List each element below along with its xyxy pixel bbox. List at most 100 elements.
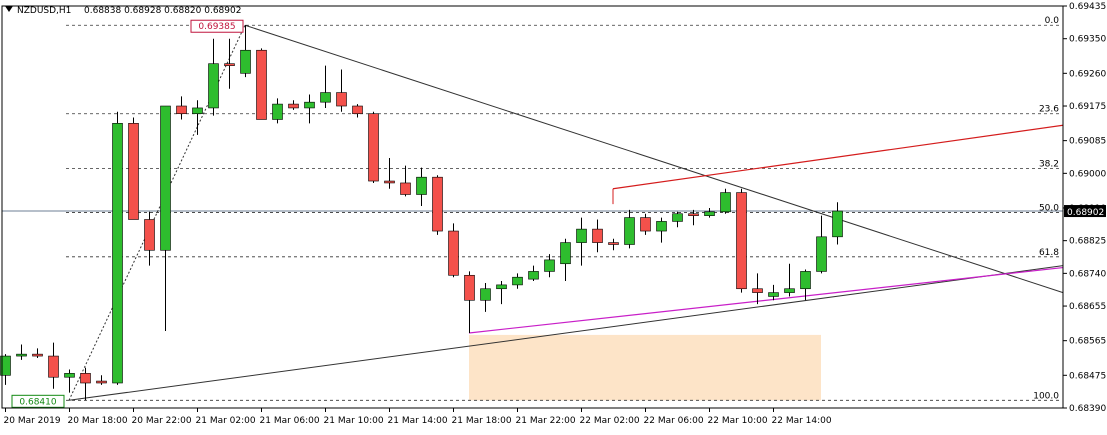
candle-body: [672, 213, 683, 222]
x-tick-label: 21 Mar 10:00: [324, 416, 384, 426]
y-tick-label: 0.68565: [1069, 337, 1106, 347]
bull-candle[interactable]: [240, 25, 251, 78]
bull-candle[interactable]: [304, 94, 315, 124]
high-price-label-box: [190, 19, 244, 33]
bear-candle[interactable]: [384, 157, 395, 189]
bull-candle[interactable]: [160, 105, 171, 332]
candle-body: [368, 113, 379, 182]
bull-candle[interactable]: [208, 38, 219, 116]
symbol-dropdown-icon[interactable]: [5, 6, 13, 12]
candle-body: [576, 228, 587, 243]
candle-body: [640, 217, 651, 232]
bear-candle[interactable]: [464, 271, 475, 333]
bear-candle[interactable]: [32, 348, 43, 358]
bull-candle[interactable]: [800, 269, 811, 301]
bull-candle[interactable]: [112, 111, 123, 385]
bear-candle[interactable]: [96, 375, 107, 385]
x-tick-label: 22 Mar 06:00: [644, 416, 704, 426]
channel-lower-line[interactable]: [468, 266, 1064, 334]
bear-candle[interactable]: [432, 175, 443, 235]
bear-candle[interactable]: [352, 104, 363, 118]
bear-candle[interactable]: [176, 96, 187, 120]
bull-candle[interactable]: [656, 217, 667, 243]
low-price-label[interactable]: 0.68410: [11, 394, 65, 408]
high-price-label[interactable]: 0.69385: [190, 19, 244, 33]
bear-candle[interactable]: [400, 165, 411, 197]
candle-body: [688, 213, 699, 216]
trendline-down[interactable]: [244, 24, 1064, 294]
fib-level-label: 61.8: [1039, 248, 1059, 258]
bull-candle[interactable]: [64, 369, 75, 393]
ohlc-readout: 0.68838 0.68928 0.68820 0.68902: [84, 6, 241, 16]
bear-candle[interactable]: [336, 69, 347, 112]
bull-candle[interactable]: [192, 100, 203, 135]
bear-candle[interactable]: [736, 188, 747, 293]
bear-candle[interactable]: [256, 48, 267, 120]
candle-body: [448, 230, 459, 276]
bull-candle[interactable]: [672, 211, 683, 228]
y-tick-label: 0.69000: [1069, 169, 1106, 179]
trendline-up[interactable]: [68, 265, 1064, 401]
candle-body: [832, 210, 843, 238]
highlight-zone[interactable]: [469, 334, 821, 401]
x-tick-label: 20 Mar 22:00: [132, 416, 192, 426]
bull-candle[interactable]: [624, 209, 635, 249]
bear-candle[interactable]: [80, 367, 91, 401]
bull-candle[interactable]: [528, 265, 539, 282]
candle-body: [480, 288, 491, 301]
current-price-badge: [1064, 205, 1106, 218]
bear-candle[interactable]: [144, 211, 155, 266]
candle-body: [400, 182, 411, 195]
bull-candle[interactable]: [544, 254, 555, 278]
y-tick-label: 0.69435: [1069, 2, 1106, 12]
bull-candle[interactable]: [272, 98, 283, 124]
bull-candle[interactable]: [768, 284, 779, 301]
x-tick-label: 22 Mar 02:00: [580, 416, 640, 426]
bear-candle[interactable]: [688, 209, 699, 226]
candle-body: [144, 219, 155, 251]
y-tick-label: 0.68740: [1069, 269, 1106, 279]
candle-body: [816, 236, 827, 272]
x-tick-label: 21 Mar 14:00: [388, 416, 448, 426]
bull-candle[interactable]: [16, 344, 27, 360]
bear-candle[interactable]: [592, 219, 603, 253]
x-tick-label: 21 Mar 02:00: [196, 416, 256, 426]
bull-candle[interactable]: [704, 207, 715, 218]
bear-candle[interactable]: [128, 117, 139, 220]
bull-candle[interactable]: [832, 202, 843, 245]
bull-candle[interactable]: [496, 281, 507, 305]
bear-candle[interactable]: [288, 100, 299, 110]
bull-candle[interactable]: [720, 188, 731, 214]
candle-body: [624, 217, 635, 245]
channel-upper-line[interactable]: [612, 124, 1064, 190]
y-tick-label: 0.69175: [1069, 102, 1106, 112]
bull-candle[interactable]: [576, 217, 587, 266]
bull-candle[interactable]: [784, 263, 795, 297]
bear-candle[interactable]: [448, 223, 459, 278]
bull-candle[interactable]: [512, 273, 523, 289]
x-tick-label: 20 Mar 2019: [4, 416, 61, 426]
bull-candle[interactable]: [560, 238, 571, 282]
bear-candle[interactable]: [608, 238, 619, 251]
bull-candle[interactable]: [816, 215, 827, 274]
candle-body: [720, 192, 731, 213]
candle-body: [384, 180, 395, 184]
symbol-title: NZDUSD,H1: [17, 6, 71, 16]
candle-body: [320, 92, 331, 103]
bull-candle[interactable]: [320, 65, 331, 108]
candle-body: [272, 103, 283, 120]
candle-body: [544, 259, 555, 272]
bear-candle[interactable]: [224, 38, 235, 89]
candle-body: [160, 105, 171, 251]
bear-candle[interactable]: [752, 273, 763, 305]
bull-candle[interactable]: [0, 354, 11, 385]
fib-level-label: 0.0: [1045, 16, 1060, 26]
bull-candle[interactable]: [480, 282, 491, 312]
bear-candle[interactable]: [368, 111, 379, 183]
bear-candle[interactable]: [640, 213, 651, 235]
bear-candle[interactable]: [48, 342, 59, 389]
x-tick-label: 20 Mar 18:00: [68, 416, 128, 426]
bull-candle[interactable]: [416, 167, 427, 207]
